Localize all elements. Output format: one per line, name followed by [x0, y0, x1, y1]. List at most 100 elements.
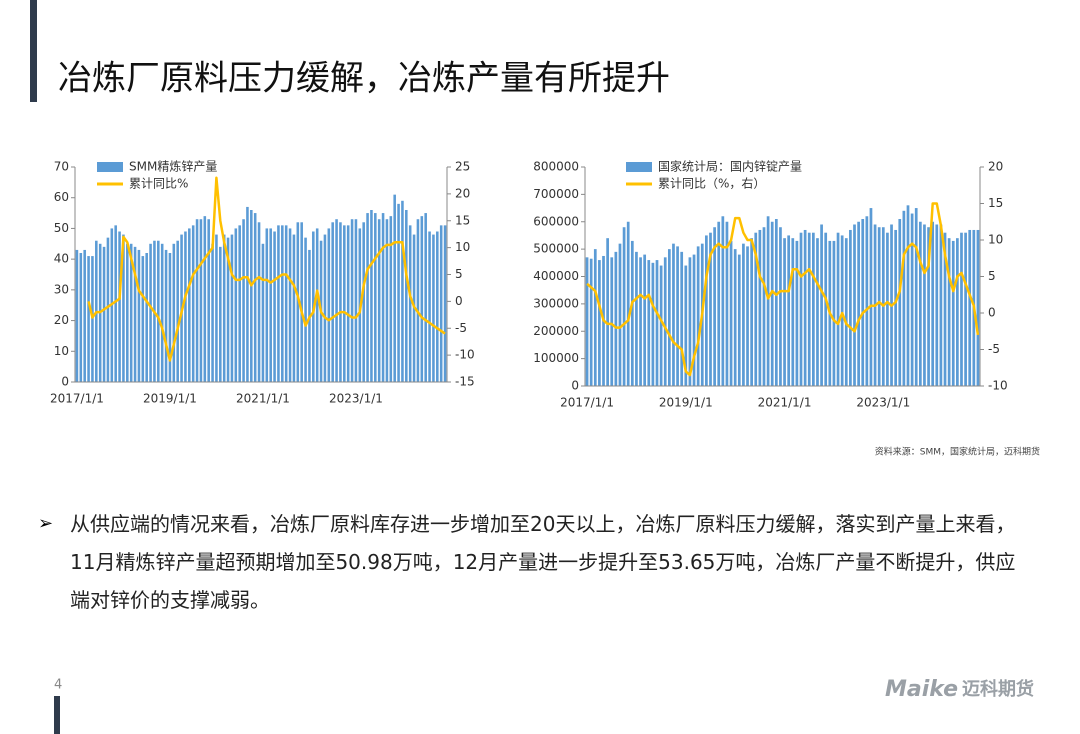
y2-tick-label: -10 — [455, 348, 475, 362]
bar — [83, 249, 86, 382]
bar — [692, 254, 696, 386]
bar — [766, 216, 770, 386]
x-tick-label: 2019/1/1 — [659, 396, 713, 410]
bar — [783, 238, 786, 386]
bar — [853, 224, 856, 386]
bar — [589, 258, 593, 386]
bar — [350, 219, 354, 382]
bar — [943, 232, 947, 386]
bar — [663, 257, 667, 386]
bar — [75, 249, 79, 382]
bar — [951, 240, 955, 386]
bar — [750, 238, 753, 386]
bar — [742, 243, 745, 386]
bar — [327, 228, 331, 382]
bar — [672, 243, 675, 386]
bar — [906, 205, 910, 386]
bar — [79, 253, 83, 382]
y2-tick-label: 15 — [988, 196, 1003, 210]
bar — [746, 246, 749, 386]
bar — [118, 231, 121, 382]
y-tick-label: 0 — [61, 375, 69, 389]
bar — [737, 254, 741, 386]
bar — [902, 210, 906, 386]
bar — [688, 257, 692, 386]
bar — [939, 224, 943, 386]
bar — [370, 210, 373, 382]
y2-tick-label: 10 — [455, 240, 470, 254]
bar — [261, 243, 265, 382]
bar — [844, 238, 848, 386]
bar — [676, 246, 679, 386]
x-tick-label: 2023/1/1 — [856, 396, 910, 410]
bar — [420, 216, 424, 382]
bar — [126, 243, 129, 382]
bar — [269, 228, 272, 382]
bar — [215, 234, 218, 382]
bar — [717, 221, 721, 386]
bar — [643, 254, 647, 386]
bar — [898, 219, 902, 386]
bar — [393, 194, 396, 382]
y2-tick-label: -5 — [455, 321, 467, 335]
bar — [222, 234, 226, 382]
bar — [129, 243, 133, 382]
y2-tick-label: -15 — [455, 375, 475, 389]
bar — [226, 237, 230, 382]
bar — [335, 219, 338, 382]
y-tick-label: 200000 — [533, 324, 579, 338]
bar — [647, 260, 651, 386]
x-tick-label: 2021/1/1 — [758, 396, 812, 410]
accent-bar — [30, 0, 37, 102]
bar — [614, 251, 618, 386]
source-note: 资料来源：SMM，国家统计局，迈科期货 — [875, 446, 1040, 458]
bar — [242, 219, 245, 382]
bullet-text: 从供应端的情况来看，冶炼厂原料库存进一步增加至20天以上，冶炼厂原料压力缓解，落… — [70, 512, 1016, 612]
y-tick-label: 30 — [54, 282, 69, 296]
bar — [709, 232, 712, 386]
y-tick-label: 700000 — [533, 187, 579, 201]
bar — [758, 229, 762, 386]
bar — [869, 208, 873, 386]
bar — [273, 231, 276, 382]
bar — [157, 240, 160, 382]
bar — [795, 240, 799, 386]
bar — [585, 257, 589, 386]
bar — [315, 228, 319, 382]
bar — [927, 227, 930, 386]
bar — [606, 238, 609, 386]
bar — [968, 229, 972, 386]
bar — [172, 243, 176, 382]
bar — [137, 249, 141, 382]
legend-swatch — [97, 162, 123, 172]
bar — [281, 225, 284, 382]
x-tick-label: 2021/1/1 — [236, 392, 290, 406]
bar — [956, 238, 959, 386]
bar — [976, 229, 980, 386]
bar — [191, 225, 195, 382]
y2-tick-label: 5 — [988, 269, 996, 283]
bar — [408, 225, 412, 382]
bar — [684, 265, 688, 386]
bar — [618, 243, 622, 386]
bar — [354, 219, 358, 382]
bar — [428, 231, 431, 382]
bar — [366, 213, 369, 382]
y-tick-label: 20 — [54, 313, 69, 327]
bar — [168, 253, 172, 382]
bar — [820, 224, 823, 386]
logo-brand: Maike — [885, 677, 958, 702]
bar — [106, 237, 110, 382]
bar — [234, 228, 238, 382]
bar — [374, 213, 377, 382]
x-tick-label: 2017/1/1 — [560, 396, 614, 410]
bar — [918, 221, 922, 386]
y-tick-label: 400000 — [533, 269, 579, 283]
bar — [389, 216, 393, 382]
bar — [405, 210, 408, 382]
bar — [861, 219, 865, 386]
bar — [598, 260, 601, 386]
bar — [195, 219, 199, 382]
line — [87, 176, 446, 362]
